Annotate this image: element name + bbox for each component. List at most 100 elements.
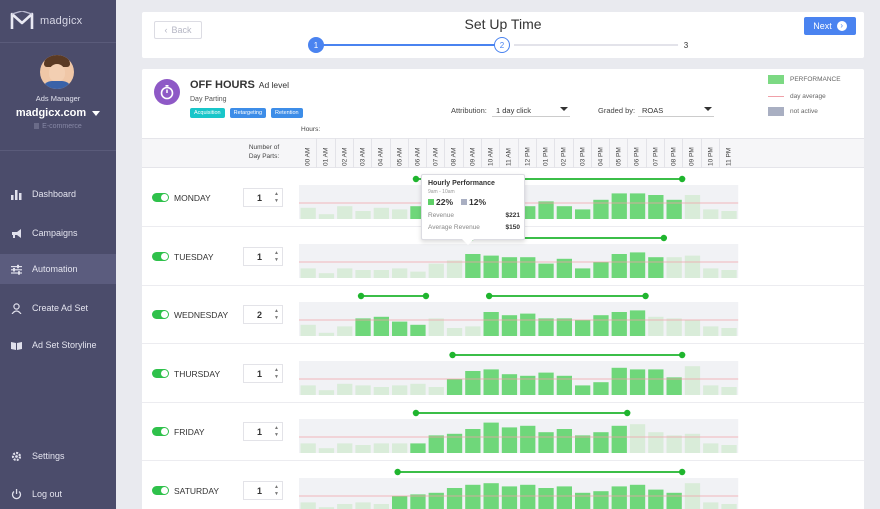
- hour-bar[interactable]: [465, 253, 481, 278]
- hour-bar[interactable]: [721, 386, 737, 395]
- day-toggle[interactable]: [152, 486, 169, 495]
- hour-bar[interactable]: [337, 206, 353, 219]
- hour-bar[interactable]: [410, 494, 426, 509]
- day-parts-stepper[interactable]: 1 ▲ ▼: [243, 481, 283, 500]
- hour-bar[interactable]: [556, 429, 572, 454]
- hour-bar[interactable]: [501, 315, 518, 337]
- hour-bar[interactable]: [611, 253, 627, 278]
- hour-bar[interactable]: [703, 209, 719, 219]
- hour-bar[interactable]: [538, 318, 554, 337]
- hour-bar[interactable]: [611, 486, 627, 509]
- hour-bar[interactable]: [428, 263, 444, 278]
- hour-bar[interactable]: [392, 267, 408, 278]
- hour-bar[interactable]: [703, 326, 719, 337]
- hour-bar[interactable]: [556, 318, 572, 337]
- hour-bar[interactable]: [355, 445, 371, 454]
- day-toggle[interactable]: [152, 368, 169, 378]
- hour-bar[interactable]: [446, 378, 463, 395]
- range-handle[interactable]: [660, 234, 668, 241]
- hour-bar[interactable]: [629, 484, 646, 509]
- hour-bar[interactable]: [520, 256, 536, 278]
- hour-bar[interactable]: [483, 255, 499, 278]
- hour-bar[interactable]: [629, 369, 646, 395]
- hour-bar[interactable]: [392, 321, 408, 337]
- hour-bar[interactable]: [575, 435, 591, 454]
- hour-bar[interactable]: [465, 326, 481, 337]
- avatar[interactable]: [40, 55, 74, 89]
- hour-bar[interactable]: [593, 491, 609, 509]
- hour-bar[interactable]: [648, 316, 664, 337]
- hour-bar[interactable]: [318, 389, 335, 395]
- hour-bar[interactable]: [648, 489, 664, 509]
- hour-bar[interactable]: [538, 201, 554, 219]
- increment-icon[interactable]: ▲: [274, 308, 279, 315]
- hour-bar[interactable]: [337, 326, 353, 337]
- hour-bar[interactable]: [703, 385, 719, 395]
- hour-bar[interactable]: [337, 504, 353, 509]
- hour-bar[interactable]: [629, 424, 646, 454]
- hour-bar[interactable]: [520, 426, 536, 454]
- hour-bar[interactable]: [392, 443, 408, 454]
- range-handle[interactable]: [642, 292, 649, 300]
- increment-icon[interactable]: ▲: [274, 366, 279, 373]
- hour-bar[interactable]: [428, 386, 444, 395]
- hour-bar[interactable]: [611, 193, 627, 219]
- sidebar-item-dashboard[interactable]: Dashboard: [0, 179, 116, 209]
- hour-bar[interactable]: [575, 385, 591, 395]
- hour-bar[interactable]: [593, 199, 609, 219]
- hour-bar[interactable]: [556, 258, 572, 278]
- day-parts-stepper[interactable]: 1 ▲ ▼: [243, 246, 283, 266]
- hour-bar[interactable]: [300, 502, 316, 509]
- increment-icon[interactable]: ▲: [274, 425, 279, 432]
- hour-bar[interactable]: [501, 373, 518, 395]
- hour-bar[interactable]: [721, 504, 737, 509]
- day-toggle[interactable]: [152, 427, 169, 437]
- sidebar-item-campaigns[interactable]: Campaigns: [0, 218, 116, 248]
- hour-bar[interactable]: [373, 207, 389, 219]
- hour-bar[interactable]: [703, 502, 719, 509]
- hour-bar[interactable]: [648, 369, 664, 395]
- hour-bar[interactable]: [684, 434, 701, 454]
- hour-bar[interactable]: [355, 502, 371, 509]
- hour-bar[interactable]: [666, 492, 682, 509]
- attribution-select[interactable]: 1 day click: [492, 103, 570, 117]
- hour-bar[interactable]: [703, 443, 719, 454]
- hour-bar[interactable]: [593, 381, 609, 395]
- hour-bar[interactable]: [318, 448, 335, 454]
- hour-bar[interactable]: [593, 315, 609, 337]
- hour-bar[interactable]: [721, 269, 737, 278]
- hour-bar[interactable]: [410, 324, 426, 337]
- hour-bar[interactable]: [575, 209, 591, 219]
- hour-bar[interactable]: [373, 504, 389, 509]
- range-handle[interactable]: [357, 292, 365, 300]
- hour-bar[interactable]: [684, 195, 701, 219]
- hour-bar[interactable]: [556, 486, 572, 509]
- hour-bar[interactable]: [648, 256, 664, 278]
- hour-bar[interactable]: [611, 312, 627, 337]
- sidebar-item-automation[interactable]: Automation: [0, 254, 116, 284]
- range-handle[interactable]: [678, 175, 686, 183]
- decrement-icon[interactable]: ▼: [274, 373, 279, 380]
- hour-bar[interactable]: [428, 435, 444, 454]
- hour-bar[interactable]: [318, 507, 335, 509]
- hour-bar[interactable]: [666, 377, 682, 395]
- step-1[interactable]: 1: [308, 37, 324, 53]
- hour-bar[interactable]: [703, 267, 719, 278]
- step-3[interactable]: 3: [678, 37, 694, 53]
- hour-bar[interactable]: [300, 443, 316, 454]
- hour-bar[interactable]: [355, 269, 371, 278]
- next-button[interactable]: Next ›: [804, 17, 856, 35]
- range-handle[interactable]: [422, 292, 430, 300]
- hour-bar[interactable]: [355, 385, 371, 395]
- hour-bar[interactable]: [318, 332, 335, 337]
- hour-bar[interactable]: [300, 324, 316, 337]
- hour-bar[interactable]: [337, 267, 353, 278]
- day-parts-stepper[interactable]: 1 ▲ ▼: [243, 363, 283, 383]
- hour-bar[interactable]: [318, 214, 335, 219]
- hour-bar[interactable]: [465, 484, 481, 509]
- hour-bar[interactable]: [538, 432, 554, 454]
- hour-bar[interactable]: [446, 259, 463, 278]
- hour-bar[interactable]: [410, 443, 426, 454]
- hour-bar[interactable]: [575, 492, 591, 509]
- hour-bar[interactable]: [392, 385, 408, 395]
